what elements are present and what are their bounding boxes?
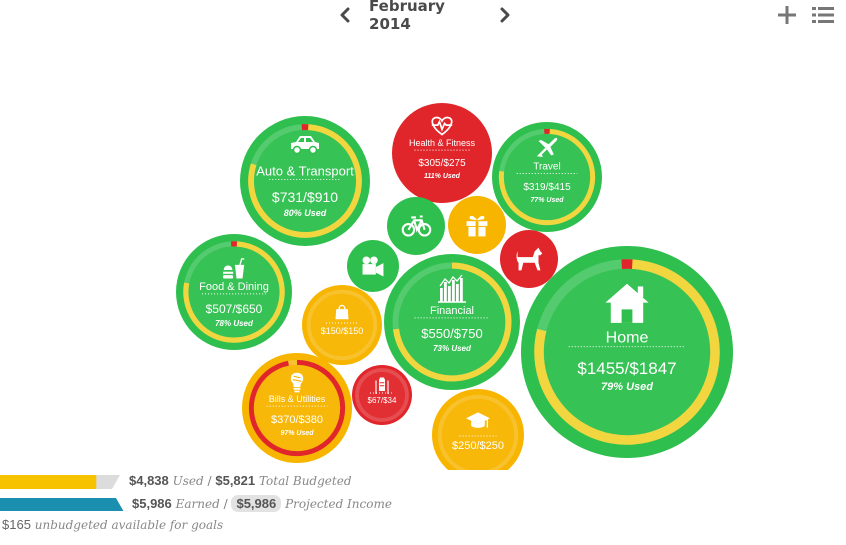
- category-bubble-kids[interactable]: $67/$34: [352, 365, 412, 425]
- airplane-icon: [536, 137, 558, 158]
- category-used-percent: 73% Used: [433, 344, 472, 353]
- category-bubble-gift[interactable]: [448, 196, 506, 254]
- category-name: Food & Dining: [199, 281, 269, 293]
- separator: /: [207, 474, 212, 488]
- category-amount: $150/$150: [321, 326, 364, 336]
- category-amount: $370/$380: [271, 414, 323, 426]
- earned-amount: $5,986: [132, 496, 172, 511]
- gift-icon: [466, 215, 488, 237]
- category-name: Home: [606, 330, 649, 347]
- budget-ring-progress: [248, 124, 362, 238]
- category-name: Travel: [533, 162, 560, 173]
- car-icon: [291, 136, 319, 155]
- projected-income-input[interactable]: $5,986: [231, 495, 282, 512]
- unbudgeted-text: $165 unbudgeted available for goals: [2, 517, 223, 532]
- heart-pulse-icon: [431, 116, 453, 136]
- baby-icon: [375, 377, 389, 394]
- category-name: Health & Fitness: [409, 138, 476, 148]
- separator: /: [223, 497, 228, 511]
- chevron-left-icon[interactable]: [335, 4, 355, 26]
- budget-ring-progress: [534, 259, 720, 445]
- budget-ring-track: [437, 394, 519, 470]
- list-icon[interactable]: [811, 4, 835, 26]
- category-used-percent: 77% Used: [530, 197, 564, 204]
- budget-ring-progress: [392, 262, 512, 382]
- used-label: Used: [172, 474, 204, 488]
- plus-icon[interactable]: [775, 4, 799, 26]
- income-summary-row: $5,986 Earned / $5,986 Projected Income: [0, 494, 846, 514]
- category-amount: $67/$34: [368, 396, 397, 405]
- category-name: Bills & Utilities: [269, 394, 326, 404]
- budget-ring-progress: [248, 359, 346, 457]
- budget-summary-row: $4,838 Used / $5,821 Total Budgeted: [0, 472, 846, 492]
- bar-chart-icon: [438, 274, 466, 303]
- category-bubble-health[interactable]: Health & Fitness $305/$275 111% Used: [392, 103, 492, 203]
- category-bubble-home[interactable]: Home $1455/$1847 79% Used: [521, 246, 733, 458]
- category-name: Auto & Transport: [256, 164, 354, 179]
- category-amount: $731/$910: [272, 189, 338, 205]
- house-icon: [605, 283, 649, 323]
- chevron-right-icon[interactable]: [495, 4, 515, 26]
- category-bubble-bike[interactable]: [387, 197, 445, 255]
- video-camera-icon: [362, 256, 384, 277]
- category-bubble-travel[interactable]: Travel $319/$415 77% Used: [492, 122, 602, 232]
- month-navigator: February 2014: [335, 0, 515, 33]
- category-bubble-food[interactable]: Food & Dining $507/$650 78% Used: [176, 234, 292, 350]
- category-bubble-bills[interactable]: Bills & Utilities $370/$380 97% Used: [242, 353, 352, 463]
- category-bubble-education[interactable]: $250/$250: [432, 389, 524, 470]
- total-budgeted-label: Total Budgeted: [258, 474, 352, 488]
- budget-ring-track: [306, 289, 378, 361]
- category-amount: $319/$415: [523, 182, 571, 193]
- dog-icon: [516, 247, 543, 271]
- budget-progress-bar: [0, 475, 120, 489]
- unbudgeted-row: $165 unbudgeted available for goals: [0, 516, 846, 536]
- budget-summary-text: $4,838 Used / $5,821 Total Budgeted: [129, 473, 352, 488]
- top-bar: February 2014: [0, 0, 846, 33]
- month-title: February 2014: [369, 0, 445, 33]
- income-progress-bar: [0, 498, 124, 511]
- projected-income-label: Projected Income: [285, 497, 392, 511]
- total-budgeted-amount: $5,821: [215, 473, 256, 488]
- category-used-percent: 97% Used: [280, 430, 314, 437]
- graduation-cap-icon: [466, 412, 490, 428]
- category-bubble-financial[interactable]: Financial $550/$750 73% Used: [384, 254, 520, 390]
- category-used-percent: 111% Used: [424, 173, 461, 180]
- unbudgeted-label: unbudgeted available for goals: [34, 518, 224, 532]
- budget-bubble-chart: Auto & Transport $731/$910 80% Used Health …: [176, 103, 733, 470]
- lightbulb-icon: [290, 372, 304, 393]
- category-amount: $250/$250: [452, 440, 504, 452]
- category-used-percent: 80% Used: [284, 208, 327, 218]
- food-icon: [222, 258, 245, 279]
- shopping-bag-icon: [335, 304, 349, 320]
- budget-ring-track: [355, 368, 409, 422]
- bicycle-icon: [401, 215, 432, 237]
- category-bubble-pets[interactable]: [500, 230, 558, 288]
- unbudgeted-amount: $165: [2, 517, 31, 532]
- category-amount: $305/$275: [418, 158, 466, 169]
- category-name: Financial: [430, 305, 474, 317]
- category-amount: $1455/$1847: [577, 359, 676, 378]
- category-bubble-shopping[interactable]: $150/$150: [302, 285, 382, 365]
- category-amount: $550/$750: [421, 326, 482, 341]
- category-amount: $507/$650: [206, 302, 263, 316]
- earned-label: Earned: [175, 497, 220, 511]
- income-summary-text: $5,986 Earned / $5,986 Projected Income: [132, 495, 392, 512]
- budget-ring-progress: [498, 128, 596, 226]
- category-bubble-ent[interactable]: [347, 240, 399, 292]
- category-used-percent: 79% Used: [601, 381, 653, 393]
- category-bubble-auto[interactable]: Auto & Transport $731/$910 80% Used: [240, 116, 370, 246]
- used-amount: $4,838: [129, 473, 169, 488]
- budget-ring-progress: [183, 241, 285, 343]
- category-used-percent: 78% Used: [215, 319, 254, 328]
